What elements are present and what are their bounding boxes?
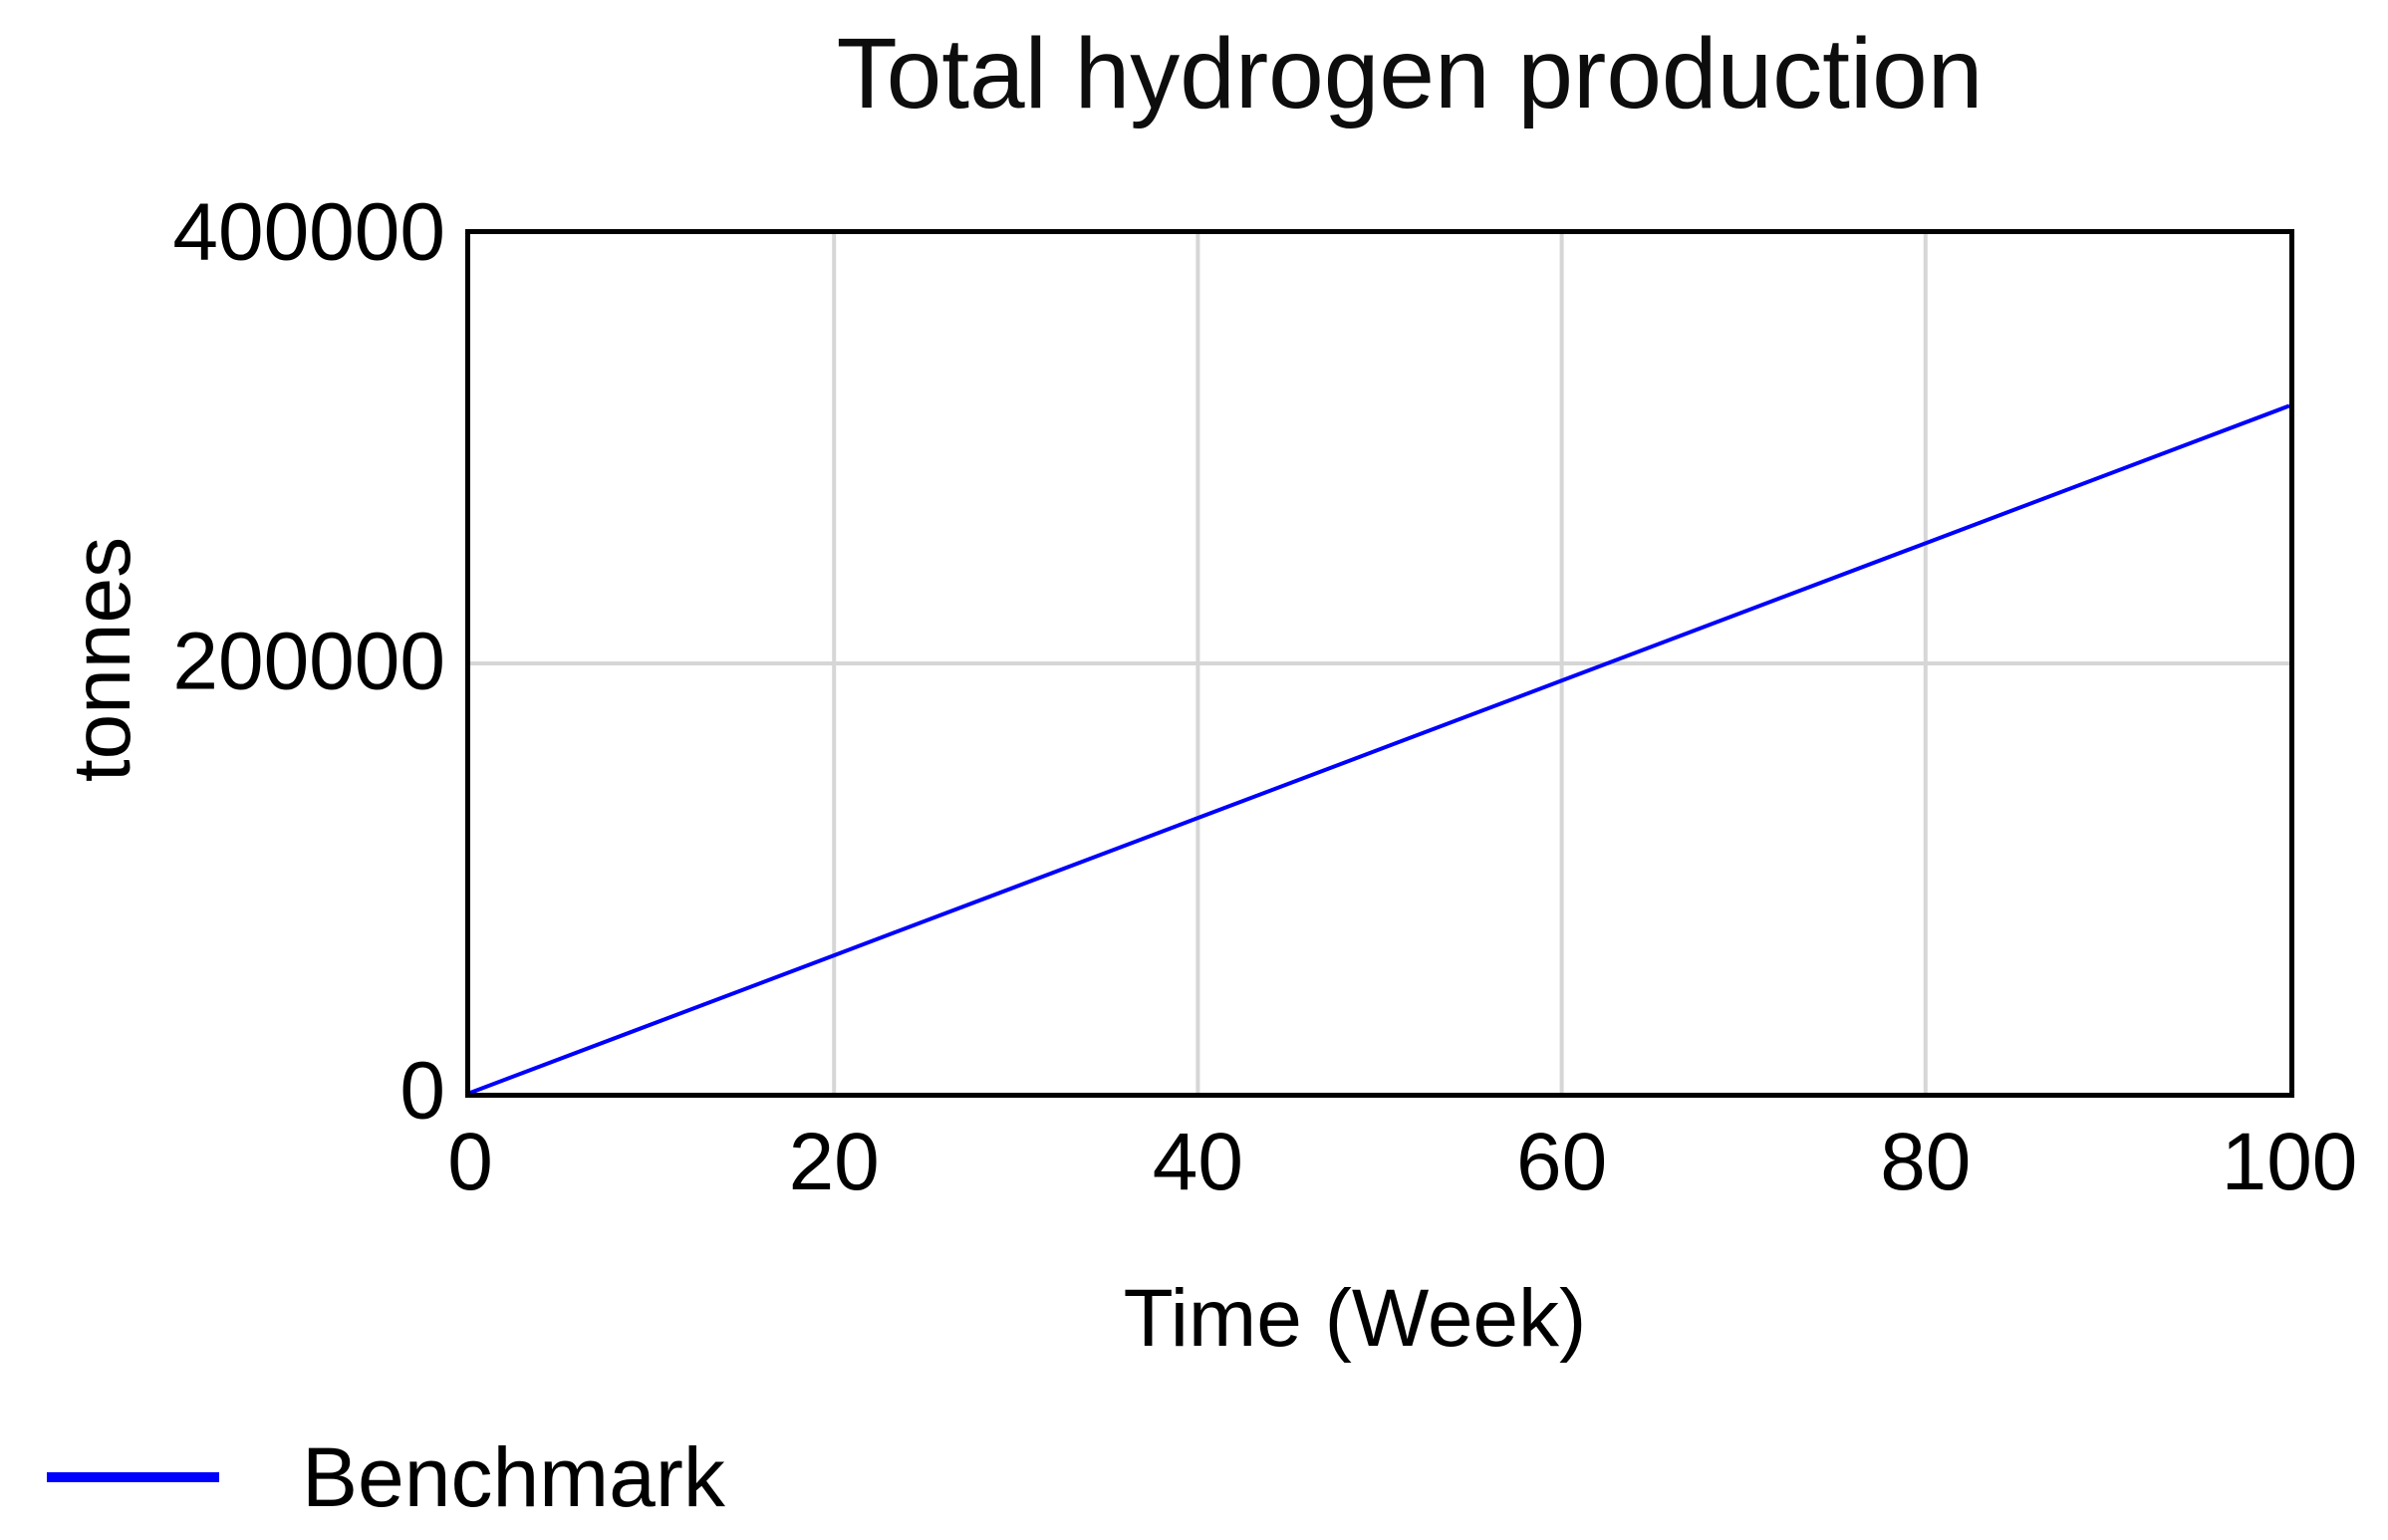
x-tick-label: 0 [447, 1117, 493, 1207]
plot-area [465, 229, 2294, 1098]
y-tick-label: 0 [399, 1045, 445, 1137]
x-axis-label: Time (Week) [1123, 1273, 1587, 1364]
x-tick-label: 20 [788, 1117, 880, 1207]
x-tick-label: 40 [1152, 1117, 1243, 1207]
x-tick-label: 60 [1515, 1117, 1608, 1207]
legend: Benchmark [0, 1405, 897, 1540]
legend-line-swatch [47, 1472, 219, 1482]
x-tick-label: 100 [2221, 1117, 2358, 1207]
y-tick-label: 200000 [172, 616, 445, 707]
x-tick-label: 80 [1880, 1117, 1972, 1207]
benchmark-line [470, 403, 2289, 1093]
chart-title: Total hydrogen production [836, 18, 1984, 129]
legend-series-label: Benchmark [302, 1430, 725, 1524]
y-tick-label: 400000 [172, 186, 445, 278]
plot-svg [470, 234, 2289, 1093]
